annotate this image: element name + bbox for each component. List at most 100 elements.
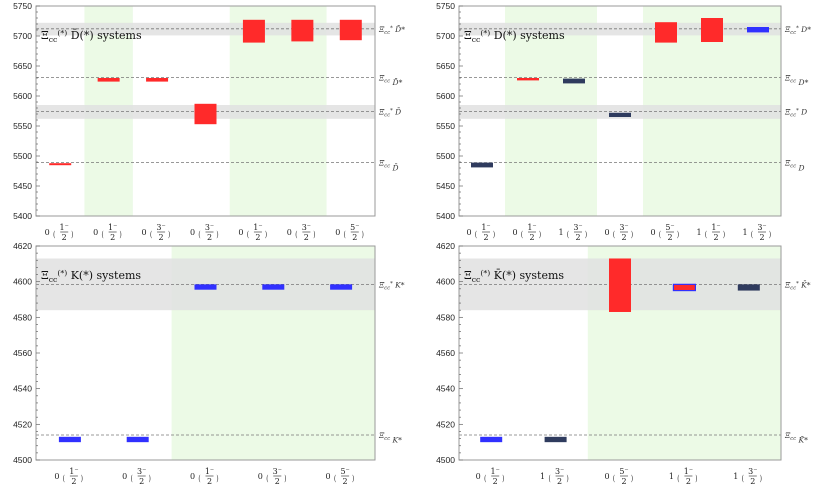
svg-text:(: ( (751, 230, 753, 239)
category-label: 0 (3⁻2) (142, 223, 171, 242)
svg-text:2: 2 (686, 477, 691, 484)
svg-text:(: ( (613, 474, 615, 483)
svg-text:2: 2 (759, 233, 764, 242)
svg-text:2: 2 (255, 233, 260, 242)
svg-text:2: 2 (207, 477, 212, 484)
y-tick-label: 4520 (13, 419, 32, 429)
svg-text:3⁻: 3⁻ (555, 467, 564, 476)
bar-mark (747, 27, 769, 33)
category-label: 1 (3⁻2) (742, 223, 771, 242)
threshold-label: Ξcc K* (378, 431, 402, 445)
category-label: 0 (5⁻2) (326, 467, 355, 484)
svg-text:(: ( (484, 474, 486, 483)
threshold-label: Ξcc* D (784, 108, 807, 119)
svg-text:2: 2 (621, 477, 626, 484)
threshold-label: Ξcc* D* (784, 25, 811, 36)
svg-text:): ) (265, 230, 267, 239)
svg-text:(: ( (567, 230, 569, 239)
svg-text:): ) (120, 230, 122, 239)
svg-text:(: ( (247, 230, 249, 239)
bar-mark (126, 436, 149, 443)
threshold-label: Ξcc* D̄* (378, 24, 405, 35)
svg-text:2: 2 (304, 233, 309, 242)
category-label: 0 (3⁻2) (190, 223, 219, 242)
threshold-label: Ξcc D̄ (378, 159, 399, 173)
bar-mark (701, 18, 723, 42)
svg-text:1⁻: 1⁻ (60, 223, 69, 232)
svg-text:): ) (502, 474, 504, 483)
svg-text:1⁻: 1⁻ (108, 223, 117, 232)
y-tick-label: 4600 (436, 277, 455, 287)
bar-mark (58, 436, 81, 443)
bar-mark (655, 22, 677, 43)
svg-text:): ) (539, 230, 541, 239)
svg-text:(: ( (131, 474, 133, 483)
svg-text:): ) (149, 474, 151, 483)
chart-panel-1: Ξcc* D̄* Ξcc D̄* Ξcc* D̄ Ξcc D̄ 5400 5450 5500… (13, 1, 405, 242)
y-tick-label: 5700 (436, 31, 455, 41)
svg-text:): ) (284, 474, 286, 483)
svg-text:0: 0 (190, 472, 195, 481)
svg-text:2: 2 (159, 233, 164, 242)
svg-text:): ) (567, 474, 569, 483)
svg-text:3⁻: 3⁻ (137, 467, 146, 476)
y-tick-label: 4600 (13, 277, 32, 287)
svg-text:1⁻: 1⁻ (711, 223, 720, 232)
category-label: 0 (5⁻2) (650, 223, 679, 242)
svg-text:1: 1 (733, 472, 738, 481)
svg-text:1: 1 (696, 228, 701, 237)
svg-text:1⁻: 1⁻ (527, 223, 536, 232)
svg-text:(: ( (334, 474, 336, 483)
category-label: 0 (1⁻2) (45, 223, 74, 242)
category-label: 0 (5⁻2) (604, 467, 633, 484)
chart-title: Ξcc(*) K̄(*) systems (464, 268, 564, 284)
svg-text:0: 0 (466, 228, 471, 237)
svg-text:(: ( (742, 474, 744, 483)
chart-title: Ξcc(*) D̄(*) systems (41, 28, 142, 44)
category-label: 1 (1⁻2) (669, 467, 698, 484)
svg-text:2: 2 (71, 477, 76, 484)
category-label: 0 (3⁻2) (258, 467, 287, 484)
svg-text:0: 0 (476, 472, 481, 481)
y-tick-label: 4540 (436, 384, 455, 394)
svg-text:1⁻: 1⁻ (491, 467, 500, 476)
bar-mark (609, 258, 631, 312)
y-tick-label: 5500 (13, 151, 32, 161)
y-tick-label: 4580 (436, 312, 455, 322)
svg-text:0: 0 (54, 472, 59, 481)
bar-mark (544, 436, 567, 443)
svg-text:(: ( (549, 474, 551, 483)
bar-mark (242, 19, 265, 43)
svg-text:3⁻: 3⁻ (619, 223, 628, 232)
svg-text:0: 0 (335, 228, 340, 237)
category-label: 1 (1⁻2) (696, 223, 725, 242)
svg-text:0: 0 (45, 228, 50, 237)
svg-text:2: 2 (713, 233, 718, 242)
svg-text:3⁻: 3⁻ (273, 467, 282, 476)
bar-mark (339, 19, 362, 41)
chart-panel-3: Ξcc* K* Ξcc K* 4500 4520 4540 4560 4580 4600 462… (13, 241, 405, 484)
svg-text:2: 2 (483, 233, 488, 242)
svg-text:): ) (216, 474, 218, 483)
svg-text:): ) (352, 474, 354, 483)
svg-text:2: 2 (207, 233, 212, 242)
y-tick-label: 5400 (13, 211, 32, 221)
svg-text:5⁻: 5⁻ (665, 223, 674, 232)
svg-text:): ) (677, 230, 679, 239)
threshold-label: Ξcc D* (784, 73, 809, 87)
bar-mark (517, 78, 539, 81)
svg-text:0: 0 (604, 472, 609, 481)
y-tick-label: 5600 (13, 91, 32, 101)
y-tick-label: 4580 (13, 312, 32, 322)
svg-text:2: 2 (529, 233, 534, 242)
threshold-label: Ξcc* D̄ (378, 107, 401, 118)
threshold-label: Ξcc D (784, 159, 805, 173)
y-tick-label: 4500 (436, 455, 455, 465)
bar-mark (471, 162, 493, 168)
svg-text:(: ( (150, 230, 152, 239)
threshold-label: Ξcc* K* (378, 280, 405, 291)
threshold-label: Ξcc K̄* (784, 431, 808, 445)
svg-text:3⁻: 3⁻ (573, 223, 582, 232)
category-label: 0 (1⁻2) (512, 223, 541, 242)
